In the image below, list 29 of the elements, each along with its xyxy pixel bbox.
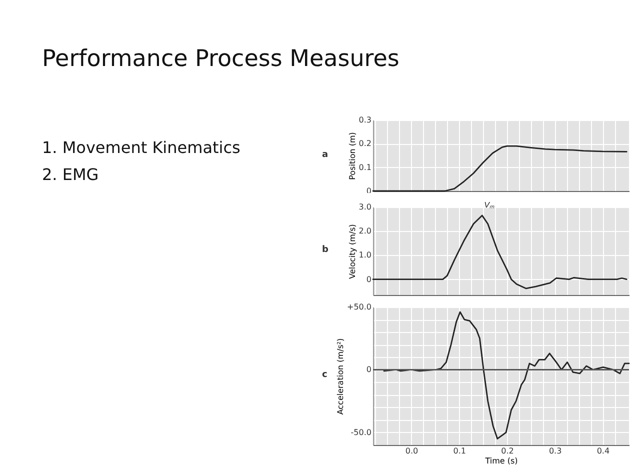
y-tick-label: 0 [366, 365, 372, 374]
x-tick-label: 0.1 [453, 446, 466, 456]
chart-title: Performance Process Measures [42, 46, 400, 72]
line-series [383, 311, 630, 440]
x-tick-label: 0.3 [548, 446, 562, 456]
y-axis-title: Velocity (m/s) [348, 224, 357, 279]
text: a [322, 150, 328, 160]
y-tick-label: 1.0 [358, 250, 372, 260]
y-tick-label: 0 [366, 274, 372, 284]
y-tick-label: 3.0 [358, 202, 372, 212]
line-series [372, 145, 628, 192]
text: b [322, 245, 328, 255]
y-tick-label: 2.0 [358, 226, 372, 236]
x-tick-label: 0.2 [501, 446, 514, 456]
x-axis-title: Time (s) [484, 456, 518, 466]
text: 2. EMG [42, 164, 100, 186]
y-tick-label: 0.1 [358, 162, 372, 172]
line-series [372, 214, 628, 290]
x-tick-label: 0.4 [596, 446, 610, 456]
text: 1. Movement Kinematics [42, 137, 240, 159]
y-tick-label: 0.2 [358, 139, 372, 148]
y-tick-label: 0.3 [358, 116, 372, 124]
y-tick-label: +50.0 [346, 302, 372, 312]
text: c [322, 370, 328, 380]
annotation: Vₘ [484, 200, 494, 210]
y-axis-title: Acceleration (m/s²) [336, 338, 345, 415]
x-tick-label: 0.0 [405, 446, 418, 456]
y-tick-label: -50.0 [350, 428, 372, 437]
y-axis-title: Position (m) [348, 132, 357, 180]
